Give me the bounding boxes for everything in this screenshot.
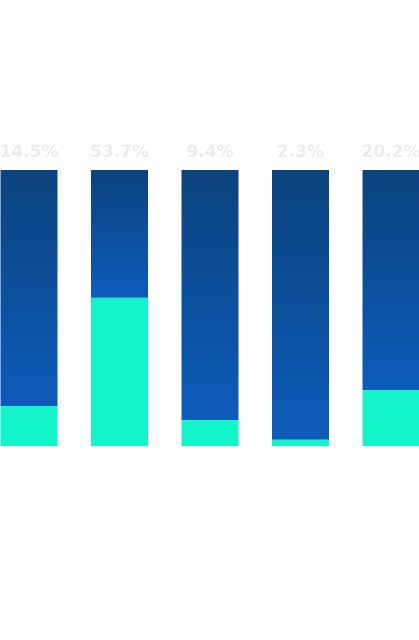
bar-highlight-1 xyxy=(0,405,58,446)
data-labels-group: 14.5% 53.7% 9.4% 2.3% 20.2% xyxy=(0,142,419,162)
bar-value-label-1: 14.5% xyxy=(0,142,58,162)
bar-highlight-3 xyxy=(181,420,239,446)
bar-highlight-4 xyxy=(272,439,329,446)
bar-highlight-5 xyxy=(362,390,419,446)
bar-value-label-5: 20.2% xyxy=(362,142,419,162)
bar-value-label-3: 9.4% xyxy=(186,142,233,162)
bar-value-label-4: 2.3% xyxy=(277,142,324,162)
bars-group xyxy=(0,170,419,446)
bar-value-label-2: 53.7% xyxy=(90,142,149,162)
bar-remainder-5 xyxy=(362,170,419,391)
bar-remainder-4 xyxy=(272,170,329,440)
bar-highlight-2 xyxy=(91,297,148,446)
bar-remainder-2 xyxy=(91,170,148,298)
bar-remainder-3 xyxy=(181,170,239,421)
bar-remainder-1 xyxy=(0,170,58,406)
